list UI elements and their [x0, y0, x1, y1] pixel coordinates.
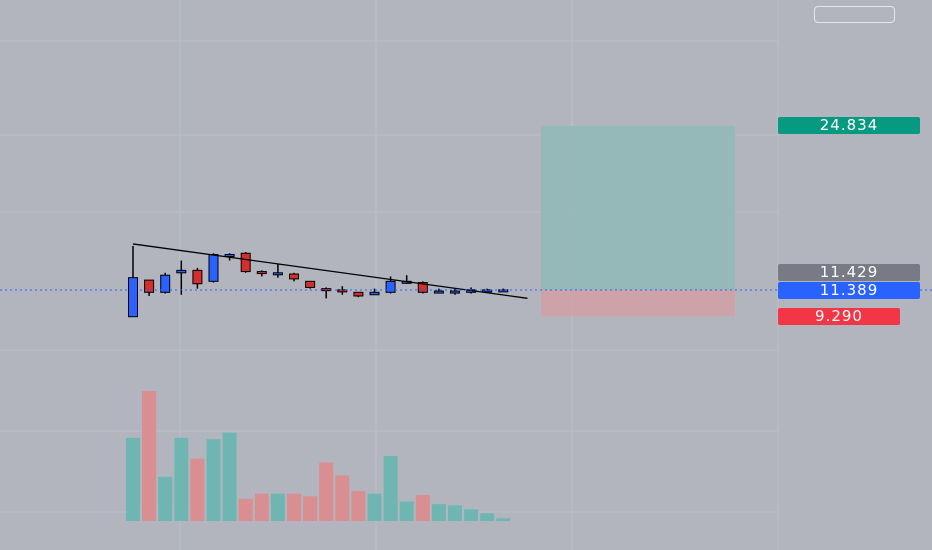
volume-bar	[464, 509, 479, 521]
volume-bar	[351, 491, 366, 521]
volume-bar	[431, 504, 446, 521]
volume-bar	[448, 505, 462, 521]
volume-bar	[206, 439, 221, 521]
candle-body	[192, 269, 203, 285]
volume-bar	[142, 391, 157, 521]
trendline	[132, 243, 528, 299]
candle-body	[417, 282, 428, 293]
entry-price-label: 11.389	[778, 282, 920, 299]
volume-bar	[335, 475, 350, 521]
volume-bar	[126, 437, 140, 521]
volume-bar	[383, 456, 398, 521]
last-price-label: 11.429	[778, 264, 920, 281]
volume-bar	[319, 462, 334, 521]
candle-body	[208, 253, 219, 282]
candle-body	[353, 291, 364, 297]
candle-body	[272, 272, 283, 276]
candle-body	[289, 273, 299, 280]
candle-body	[433, 290, 444, 294]
volume-bar	[287, 493, 301, 521]
volume-bar	[158, 476, 173, 521]
chart-control-button[interactable]	[814, 6, 895, 23]
volume-bar	[270, 493, 285, 521]
candle-body	[337, 289, 348, 293]
target-zone	[541, 125, 735, 290]
volume-bar	[254, 493, 269, 521]
candle-body	[240, 252, 251, 273]
volume-bar	[222, 432, 237, 521]
drawings	[0, 243, 932, 299]
candle-body	[305, 280, 316, 288]
candles	[128, 245, 509, 318]
candle-body	[160, 274, 171, 293]
stop-zone	[541, 290, 735, 317]
candle-body	[256, 271, 267, 275]
candle-body	[482, 289, 493, 293]
long-position-tool[interactable]	[541, 125, 735, 317]
target-price-label: 24.834	[778, 117, 920, 134]
candle-body	[176, 269, 187, 274]
candle-body	[224, 253, 235, 257]
volume-bar	[190, 458, 205, 521]
candle-body	[128, 277, 138, 318]
volume-bar	[415, 495, 430, 521]
volume-bars	[126, 391, 511, 521]
candle-body	[498, 289, 509, 293]
candle-body	[450, 290, 460, 294]
volume-bar	[399, 501, 414, 521]
volume-bar	[238, 498, 253, 521]
volume-bar	[496, 518, 511, 521]
volume-bar	[174, 437, 189, 521]
stop-price-label: 9.290	[778, 308, 900, 325]
volume-bar	[303, 496, 318, 521]
candle-body	[385, 280, 396, 293]
volume-bar	[480, 513, 495, 521]
volume-bar	[367, 493, 382, 521]
candle-body	[369, 291, 380, 296]
candle-body	[144, 279, 155, 293]
